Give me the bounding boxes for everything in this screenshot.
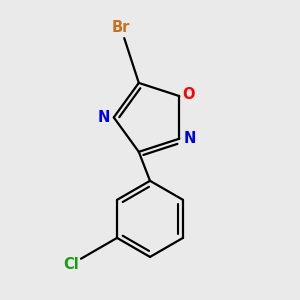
Text: N: N	[98, 110, 110, 125]
Text: O: O	[182, 87, 195, 102]
Text: Br: Br	[112, 20, 130, 34]
Text: Cl: Cl	[63, 257, 79, 272]
Text: N: N	[183, 131, 196, 146]
